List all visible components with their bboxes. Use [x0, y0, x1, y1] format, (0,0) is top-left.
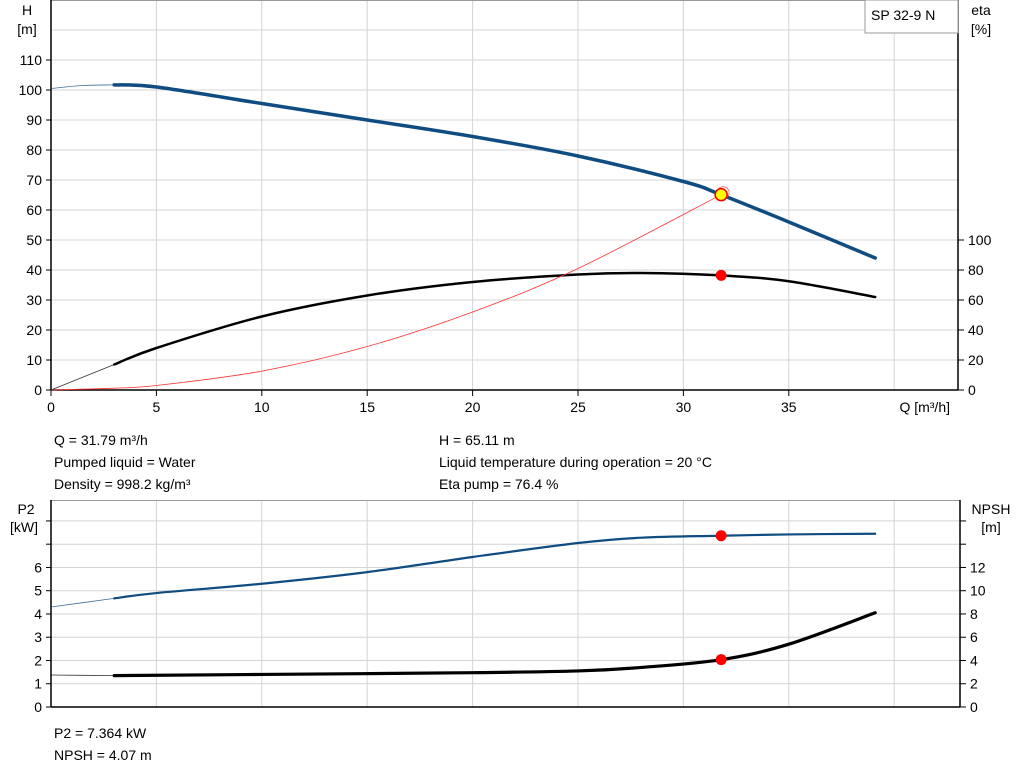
- npsh-axis-label: NPSH: [972, 501, 1011, 517]
- eta-axis-unit: [%]: [971, 21, 991, 37]
- npsh-axis-unit: [m]: [981, 519, 1000, 535]
- y-left-tick-label: 20: [26, 322, 42, 338]
- eta-readout: Eta pump = 76.4 %: [439, 476, 559, 492]
- y-left-tick-label: 2: [34, 652, 42, 668]
- y-left-tick-label: 4: [34, 606, 42, 622]
- y-right-tick-label: 40: [968, 322, 984, 338]
- liquid-readout: Pumped liquid = Water: [54, 454, 196, 470]
- info-right: H = 65.11 m Liquid temperature during op…: [439, 429, 712, 495]
- p2-readout: P2 = 7.364 kW: [54, 725, 147, 741]
- y-left-tick-label: 1: [34, 676, 42, 692]
- y-left-tick-label: 3: [34, 629, 42, 645]
- operating-point-eta: [715, 269, 727, 281]
- y-left-tick-label: 10: [26, 352, 42, 368]
- y-left-tick-label: 6: [34, 559, 42, 575]
- top-grid: [50, 0, 959, 391]
- info-left: Q = 31.79 m³/h Pumped liquid = Water Den…: [54, 429, 196, 495]
- y-left-tick-label: 0: [34, 699, 42, 715]
- curve-system: [50, 194, 722, 391]
- y-right-tick-label: 2: [970, 676, 978, 692]
- npsh-readout: NPSH = 4.07 m: [54, 747, 152, 763]
- curve-h-extrapolated: [50, 84, 115, 89]
- y-left-tick-label: 80: [26, 142, 42, 158]
- y-right-tick-label: 10: [970, 583, 986, 599]
- temperature-readout: Liquid temperature during operation = 20…: [439, 454, 712, 470]
- y-left-tick-label: 110: [20, 52, 43, 68]
- operating-point-npsh: [715, 654, 727, 666]
- flow-readout: Q = 31.79 m³/h: [54, 432, 148, 448]
- head-readout: H = 65.11 m: [439, 432, 515, 448]
- h-axis-label: H: [22, 2, 32, 18]
- y-right-tick-label: 6: [970, 629, 978, 645]
- y-left-tick-label: 40: [26, 262, 42, 278]
- curve-npsh: [112, 611, 877, 678]
- y-right-tick-label: 12: [970, 559, 986, 575]
- curve-p2: [113, 532, 877, 600]
- y-right-tick-label: 0: [970, 699, 978, 715]
- x-tick-label: 30: [676, 399, 692, 415]
- y-left-tick-label: 50: [26, 232, 42, 248]
- y-right-tick-label: 20: [968, 352, 984, 368]
- p2-axis-label: P2: [17, 501, 34, 517]
- x-tick-label: 10: [254, 399, 270, 415]
- eta-axis-label: eta: [971, 2, 991, 18]
- x-tick-label: 5: [153, 399, 161, 415]
- q-axis-label: Q [m³/h]: [899, 399, 950, 415]
- y-right-tick-label: 4: [970, 652, 978, 668]
- y-left-tick-label: 100: [19, 82, 43, 98]
- operating-point-h: [714, 187, 728, 202]
- info-bottom: P2 = 7.364 kW NPSH = 4.07 m: [54, 722, 152, 766]
- curve-h: [112, 83, 877, 260]
- y-right-tick-label: 60: [968, 292, 984, 308]
- density-readout: Density = 998.2 kg/m³: [54, 476, 191, 492]
- y-right-tick-label: 100: [968, 232, 992, 248]
- x-tick-label: 25: [570, 399, 586, 415]
- curve-eta: [112, 271, 877, 366]
- curves: [50, 83, 877, 678]
- h-axis-unit: [m]: [17, 21, 36, 37]
- y-left-tick-label: 70: [26, 172, 42, 188]
- y-right-tick-label: 8: [970, 606, 978, 622]
- p2-axis-unit: [kW]: [10, 519, 38, 535]
- curve-p2-extrapolated: [50, 597, 115, 608]
- curve-npsh-extrapolated: [50, 674, 115, 677]
- y-right-tick-label: 0: [968, 382, 976, 398]
- y-left-tick-label: 60: [26, 202, 42, 218]
- x-tick-label: 35: [781, 399, 797, 415]
- x-tick-label: 0: [47, 399, 55, 415]
- x-tick-label: 20: [465, 399, 481, 415]
- y-right-tick-label: 80: [968, 262, 984, 278]
- y-left-tick-label: 5: [34, 583, 42, 599]
- curve-eta-extrapolated: [50, 364, 115, 391]
- y-left-tick-label: 0: [34, 382, 42, 398]
- pump-model-label: SP 32-9 N: [871, 7, 935, 23]
- y-left-tick-label: 90: [26, 112, 42, 128]
- x-tick-label: 15: [359, 399, 375, 415]
- y-left-tick-label: 30: [26, 292, 42, 308]
- operating-point-p2: [715, 530, 727, 542]
- legend-box: SP 32-9 N: [864, 0, 959, 34]
